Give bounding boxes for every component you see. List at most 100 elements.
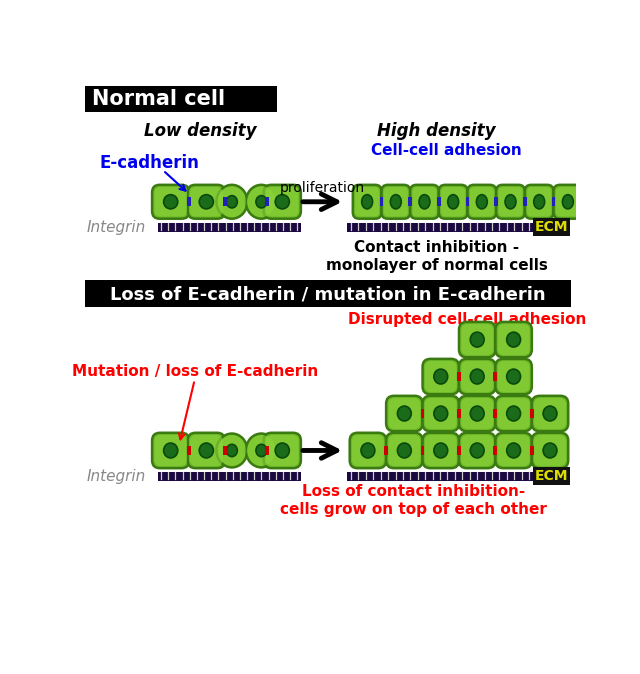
FancyBboxPatch shape — [190, 435, 223, 466]
FancyBboxPatch shape — [264, 185, 301, 218]
FancyBboxPatch shape — [461, 361, 493, 392]
Ellipse shape — [397, 443, 412, 458]
FancyBboxPatch shape — [532, 433, 568, 468]
Ellipse shape — [419, 195, 430, 209]
Bar — [523, 197, 527, 206]
FancyBboxPatch shape — [425, 398, 457, 429]
FancyBboxPatch shape — [556, 187, 580, 216]
FancyBboxPatch shape — [264, 433, 301, 468]
FancyBboxPatch shape — [461, 324, 493, 355]
Ellipse shape — [246, 433, 277, 468]
FancyBboxPatch shape — [190, 187, 223, 216]
Ellipse shape — [227, 444, 237, 457]
FancyBboxPatch shape — [459, 433, 495, 468]
FancyBboxPatch shape — [353, 185, 381, 218]
Text: ECM: ECM — [535, 469, 568, 483]
FancyBboxPatch shape — [467, 185, 496, 218]
FancyBboxPatch shape — [470, 187, 494, 216]
FancyBboxPatch shape — [352, 435, 384, 466]
FancyBboxPatch shape — [349, 433, 386, 468]
Ellipse shape — [505, 195, 516, 209]
FancyBboxPatch shape — [459, 359, 495, 394]
FancyBboxPatch shape — [532, 396, 568, 431]
FancyBboxPatch shape — [461, 398, 493, 429]
FancyBboxPatch shape — [459, 322, 495, 357]
Bar — [188, 197, 191, 206]
FancyBboxPatch shape — [498, 361, 529, 392]
FancyBboxPatch shape — [355, 187, 379, 216]
Ellipse shape — [199, 443, 213, 458]
FancyBboxPatch shape — [498, 435, 529, 466]
Bar — [408, 197, 412, 206]
FancyBboxPatch shape — [381, 185, 410, 218]
Ellipse shape — [246, 185, 277, 218]
Bar — [457, 409, 461, 418]
Bar — [380, 197, 383, 206]
Bar — [493, 372, 497, 381]
Bar — [530, 446, 534, 455]
Bar — [437, 197, 441, 206]
Text: proliferation: proliferation — [280, 181, 365, 195]
Ellipse shape — [256, 195, 267, 208]
Bar — [384, 446, 388, 455]
Text: Loss of E-cadherin / mutation in E-cadherin: Loss of E-cadherin / mutation in E-cadhe… — [110, 285, 546, 303]
Bar — [530, 409, 534, 418]
Bar — [265, 197, 269, 206]
Text: E-cadherin: E-cadherin — [100, 154, 200, 173]
Text: Low density: Low density — [144, 122, 257, 140]
Ellipse shape — [164, 443, 178, 458]
Text: Normal cell: Normal cell — [92, 90, 225, 109]
Bar — [457, 372, 461, 381]
FancyBboxPatch shape — [554, 185, 582, 218]
Ellipse shape — [507, 332, 520, 347]
Ellipse shape — [434, 443, 448, 458]
Ellipse shape — [390, 195, 401, 209]
Ellipse shape — [227, 195, 237, 208]
Ellipse shape — [476, 195, 487, 209]
Text: Contact inhibition -
monolayer of normal cells: Contact inhibition - monolayer of normal… — [326, 240, 547, 273]
Ellipse shape — [470, 443, 484, 458]
FancyBboxPatch shape — [459, 396, 495, 431]
FancyBboxPatch shape — [154, 187, 187, 216]
FancyBboxPatch shape — [152, 185, 189, 218]
FancyBboxPatch shape — [496, 185, 525, 218]
FancyBboxPatch shape — [410, 185, 439, 218]
Ellipse shape — [362, 195, 372, 209]
Bar — [457, 446, 461, 455]
FancyBboxPatch shape — [188, 433, 225, 468]
Ellipse shape — [248, 187, 275, 217]
Text: Integrin: Integrin — [86, 469, 145, 484]
FancyBboxPatch shape — [498, 324, 529, 355]
Text: Integrin: Integrin — [86, 220, 145, 235]
Ellipse shape — [361, 443, 375, 458]
Ellipse shape — [199, 195, 213, 209]
Ellipse shape — [470, 332, 484, 347]
FancyBboxPatch shape — [266, 435, 298, 466]
Ellipse shape — [534, 195, 545, 209]
Ellipse shape — [470, 406, 484, 421]
FancyBboxPatch shape — [441, 187, 465, 216]
Bar — [84, 280, 572, 307]
Bar — [157, 223, 301, 232]
FancyBboxPatch shape — [412, 187, 436, 216]
FancyBboxPatch shape — [388, 435, 420, 466]
FancyBboxPatch shape — [152, 433, 189, 468]
FancyBboxPatch shape — [534, 435, 566, 466]
Ellipse shape — [507, 443, 520, 458]
FancyBboxPatch shape — [422, 359, 459, 394]
FancyBboxPatch shape — [422, 396, 459, 431]
Ellipse shape — [507, 369, 520, 384]
Ellipse shape — [275, 195, 289, 209]
Text: Disrupted cell-cell adhesion: Disrupted cell-cell adhesion — [348, 312, 587, 327]
Bar — [157, 472, 301, 481]
Ellipse shape — [507, 406, 520, 421]
FancyBboxPatch shape — [384, 187, 408, 216]
Text: Loss of contact inhibition-
cells grow on top of each other: Loss of contact inhibition- cells grow o… — [280, 485, 547, 517]
Bar — [493, 446, 497, 455]
FancyBboxPatch shape — [461, 435, 493, 466]
Ellipse shape — [470, 369, 484, 384]
Text: Cell-cell adhesion: Cell-cell adhesion — [371, 143, 522, 158]
Ellipse shape — [248, 435, 275, 466]
FancyBboxPatch shape — [425, 435, 457, 466]
FancyBboxPatch shape — [388, 398, 420, 429]
